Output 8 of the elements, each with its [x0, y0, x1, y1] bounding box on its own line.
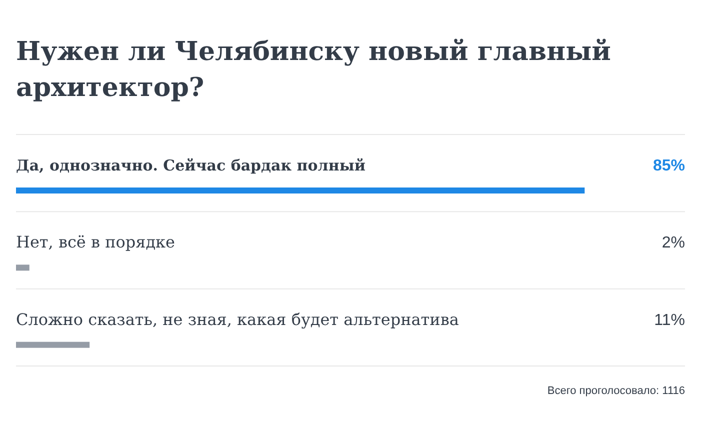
y-tick-label: Сложно сказать, не зная, какая будет альтернатива	[16, 310, 460, 329]
chart-title: Нужен ли Челябинску новый главный архитектор?	[16, 36, 612, 105]
text: Всего проголосовало: 1116	[547, 385, 685, 397]
data-label: 11%	[654, 312, 685, 329]
y-tick-label: Да, однозначно. Сейчас бардак полный	[16, 156, 366, 174]
y-tick-label: Нет, всё в порядке	[16, 232, 176, 252]
data-label: 85%	[652, 158, 685, 174]
data-label: 2%	[662, 234, 685, 252]
